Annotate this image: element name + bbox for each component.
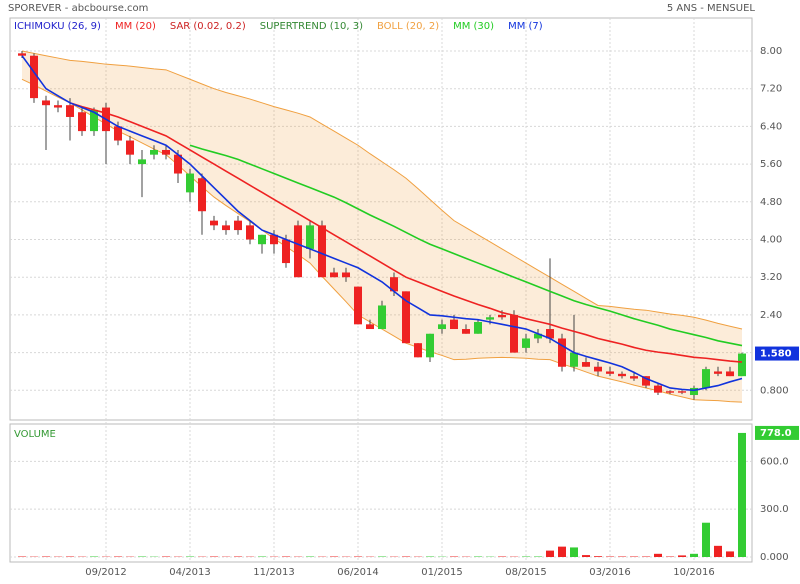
y-tick-label: 2.40 <box>760 310 782 321</box>
y-tick-label: 4.80 <box>760 197 782 208</box>
candle-body <box>222 225 230 230</box>
x-tick-label: 10/2016 <box>673 567 715 578</box>
candle-body <box>318 225 326 277</box>
candle-body <box>606 371 614 373</box>
volume-bar <box>594 556 602 557</box>
candle-body <box>582 362 590 367</box>
legend-entry: MM (20) <box>115 21 156 32</box>
candle-body <box>198 178 206 211</box>
volume-bar <box>690 554 698 557</box>
candle-body <box>66 105 74 117</box>
candle-body <box>162 150 170 155</box>
candle-body <box>678 391 686 392</box>
volume-panel <box>10 424 752 562</box>
last-price-label: 1.580 <box>760 349 792 360</box>
candle-body <box>18 53 26 55</box>
x-tick-label: 11/2013 <box>253 567 295 578</box>
candle-body <box>738 354 746 377</box>
y-tick-label: 4.00 <box>760 235 782 246</box>
x-tick-label: 09/2012 <box>85 567 127 578</box>
candle-body <box>558 338 566 366</box>
volume-bar <box>654 554 662 557</box>
candle-body <box>306 225 314 249</box>
volume-bar <box>582 555 590 557</box>
period: 5 ANS - MENSUEL <box>667 3 756 14</box>
volume-bar <box>714 546 722 557</box>
candle-body <box>702 369 710 388</box>
legend-entry: MM (7) <box>508 21 543 32</box>
volume-bar <box>558 547 566 557</box>
candle-body <box>246 225 254 239</box>
volume-bar <box>738 433 746 557</box>
candle-body <box>330 272 338 277</box>
volume-bar <box>570 547 578 557</box>
candle-body <box>414 343 422 357</box>
candle-body <box>366 324 374 329</box>
candle-body <box>282 240 290 264</box>
candle-body <box>618 374 626 376</box>
candle-body <box>570 353 578 367</box>
volume-bar <box>726 551 734 557</box>
candle-body <box>342 272 350 277</box>
y-tick-label: 8.00 <box>760 46 782 57</box>
candle-body <box>630 376 638 378</box>
candle-body <box>426 334 434 358</box>
last-volume-label: 778.0 <box>760 428 792 439</box>
candle-body <box>378 305 386 329</box>
legend-entry: SAR (0.02, 0.2) <box>170 21 246 32</box>
candle-body <box>654 386 662 393</box>
candle-body <box>354 287 362 325</box>
y-tick-label: 300.0 <box>760 504 789 515</box>
volume-title: VOLUME <box>14 429 56 440</box>
candle-body <box>666 391 674 392</box>
candle-body <box>486 317 494 319</box>
x-tick-label: 03/2016 <box>589 567 631 578</box>
candle-body <box>210 221 218 226</box>
legend-entry: ICHIMOKU (26, 9) <box>14 21 101 32</box>
candle-body <box>522 338 530 347</box>
candle-body <box>594 367 602 372</box>
candle-body <box>498 315 506 317</box>
candle-body <box>438 324 446 329</box>
candle-body <box>474 322 482 334</box>
candle-body <box>294 225 302 277</box>
legend-entry: BOLL (20, 2) <box>377 21 439 32</box>
candle-body <box>78 112 86 131</box>
y-tick-label: 0.800 <box>760 385 789 396</box>
plot-area: 0.8001.602.403.204.004.805.606.407.208.0… <box>10 18 799 578</box>
candle-body <box>462 329 470 334</box>
bollinger-band <box>22 51 742 402</box>
y-tick-label: 0.000 <box>760 552 789 563</box>
candle-body <box>450 320 458 329</box>
legend-entry: MM (30) <box>453 21 494 32</box>
candle-body <box>54 105 62 107</box>
y-tick-label: 5.60 <box>760 159 782 170</box>
x-tick-label: 04/2013 <box>169 567 211 578</box>
y-tick-label: 6.40 <box>760 121 782 132</box>
candle-body <box>186 174 194 193</box>
candle-body <box>510 315 518 353</box>
candle-body <box>714 371 722 373</box>
title: SPOREVER - abcbourse.com <box>8 3 148 14</box>
y-tick-label: 600.0 <box>760 456 789 467</box>
x-tick-label: 01/2015 <box>421 567 463 578</box>
volume-bar <box>702 523 710 557</box>
candle-body <box>126 141 134 155</box>
y-tick-label: 3.20 <box>760 272 782 283</box>
x-tick-label: 08/2015 <box>505 567 547 578</box>
candle-body <box>114 126 122 140</box>
volume-bar <box>678 555 686 557</box>
candle-body <box>150 150 158 155</box>
y-tick-label: 7.20 <box>760 84 782 95</box>
candle-body <box>42 100 50 105</box>
candle-body <box>138 159 146 164</box>
candle-body <box>726 371 734 376</box>
volume-bar <box>546 551 554 557</box>
x-tick-label: 06/2014 <box>337 567 379 578</box>
candle-body <box>258 235 266 244</box>
legend-entry: SUPERTREND (10, 3) <box>260 21 363 32</box>
candle-body <box>234 221 242 230</box>
